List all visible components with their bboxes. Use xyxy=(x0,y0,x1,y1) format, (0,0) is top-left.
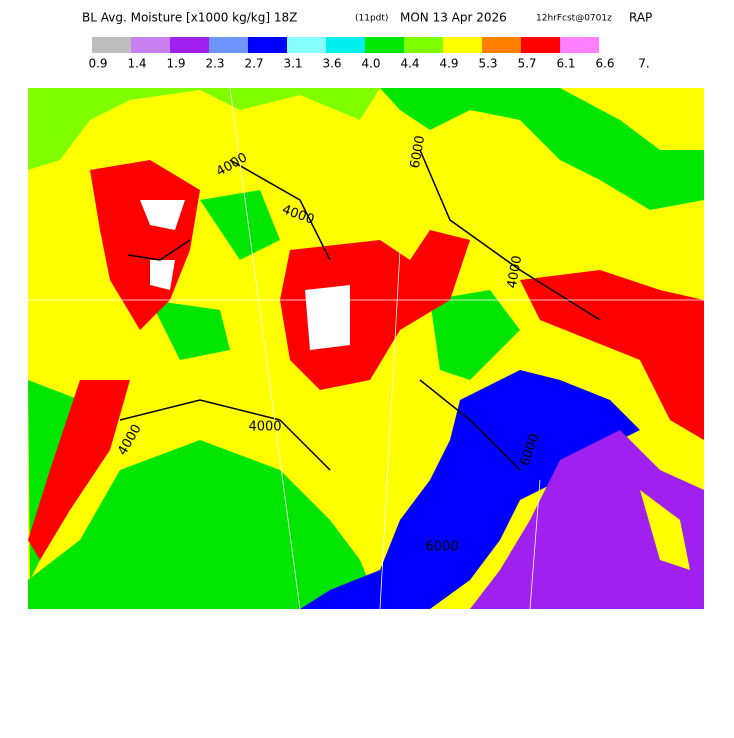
colorbar-label: 0.9 xyxy=(88,57,107,71)
color-swatch xyxy=(326,37,365,53)
region xyxy=(140,200,350,350)
colorbar-label: 6.6 xyxy=(595,57,614,71)
region xyxy=(560,88,704,150)
region xyxy=(520,270,704,440)
color-swatch xyxy=(209,37,248,53)
colorbar-label: 5.3 xyxy=(478,57,497,71)
color-swatch xyxy=(170,37,209,53)
color-swatch xyxy=(482,37,521,53)
color-swatch xyxy=(443,37,482,53)
colorbar-label: 4.9 xyxy=(439,57,458,71)
color-swatch xyxy=(560,37,599,53)
contour-label: 6000 xyxy=(408,134,429,169)
color-swatch xyxy=(404,37,443,53)
colorbar-label: 7. xyxy=(638,57,649,71)
colorbar-label: 2.7 xyxy=(244,57,263,71)
model: RAP xyxy=(629,11,652,25)
color-swatch xyxy=(248,37,287,53)
colorbar-label: 2.3 xyxy=(205,57,224,71)
contour xyxy=(119,149,601,471)
colorbar-label: 4.0 xyxy=(361,57,380,71)
region xyxy=(28,380,130,560)
region xyxy=(300,370,640,609)
map xyxy=(28,87,704,610)
colorbar: 0.9 1.4 1.9 2.3 2.7 3.1 3.6 4.0 4.4 4.9 5.3 5.7 6.1 6… xyxy=(88,37,650,71)
colorbar-label: 1.4 xyxy=(127,57,146,71)
region xyxy=(430,290,520,380)
contour-label: 4000 xyxy=(505,254,526,289)
region xyxy=(280,230,470,390)
colorbar-label: 3.1 xyxy=(283,57,302,71)
forecast: 12hrFcst@0701z xyxy=(536,14,612,24)
color-swatch xyxy=(92,37,131,53)
contour-label: 6000 xyxy=(425,540,458,555)
region xyxy=(28,88,380,170)
colorbar-label: 5.7 xyxy=(517,57,536,71)
colorbar-label: 1.9 xyxy=(166,57,185,71)
region xyxy=(470,430,704,609)
date: MON 13 Apr 2026 xyxy=(400,11,507,25)
colorbar-label: 4.4 xyxy=(400,57,419,71)
boundary xyxy=(28,87,704,610)
contour-label: 4000 xyxy=(248,420,281,435)
color-swatch xyxy=(521,37,560,53)
color-swatch xyxy=(365,37,404,53)
region xyxy=(150,190,280,360)
title: BL Avg. Moisture [x1000 kg/kg] 18Z xyxy=(82,11,297,25)
colorbar-label: 3.6 xyxy=(322,57,341,71)
color-swatch xyxy=(287,37,326,53)
color-swatch xyxy=(131,37,170,53)
local-time: (11pdt) xyxy=(355,14,388,24)
region xyxy=(640,490,690,570)
colorbar-label: 6.1 xyxy=(556,57,575,71)
